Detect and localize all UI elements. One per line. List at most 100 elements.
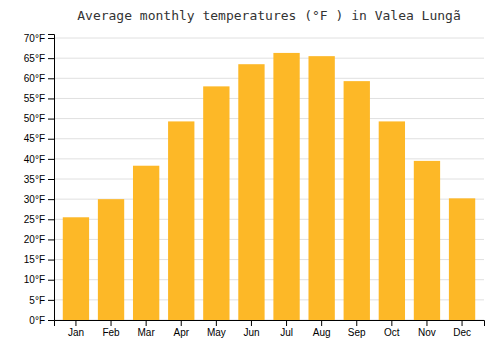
tick-mark [48, 58, 54, 59]
tick-label: 15°F [24, 254, 45, 265]
tick-mark [48, 159, 54, 160]
bar [308, 56, 334, 320]
tick-mark [321, 320, 322, 326]
tick-label: Sep [348, 327, 366, 338]
tick-mark [251, 320, 252, 326]
tick-label: 5°F [29, 295, 45, 306]
grid-line [54, 98, 484, 99]
tick-label: May [207, 327, 226, 338]
tick-label: Apr [173, 327, 189, 338]
tick-mark [48, 260, 54, 261]
tick-mark [426, 320, 427, 326]
tick-label: Dec [453, 327, 471, 338]
bar [133, 166, 159, 320]
x-tick: Jun [243, 320, 259, 338]
tick-mark [48, 199, 54, 200]
grid-line [54, 158, 484, 159]
y-axis: 0°F 5°F 10°F 15°F 20°F 25°F 30°F 35°F 40°F 45°F 50… [24, 33, 55, 326]
y-tick: 45°F [24, 133, 54, 144]
bars [63, 53, 475, 320]
bar [414, 161, 440, 320]
y-tick: 25°F [24, 214, 54, 225]
tick-label: 60°F [24, 73, 45, 84]
y-tick: 35°F [24, 174, 54, 185]
axis-line [55, 321, 485, 327]
grid [54, 38, 484, 320]
x-tick: Dec [453, 320, 471, 338]
y-tick: 50°F [24, 113, 54, 124]
y-tick: 60°F [24, 73, 54, 84]
bar [344, 81, 370, 320]
y-tick: 30°F [24, 194, 54, 205]
tick-label: 10°F [24, 274, 45, 285]
axis-line [48, 35, 55, 321]
x-tick: Mar [138, 320, 156, 338]
bar [273, 53, 299, 320]
x-tick: Jul [280, 320, 293, 338]
tick-mark [48, 239, 54, 240]
y-tick: 15°F [24, 254, 54, 265]
title: Average monthly temperatures (°F ) in Va… [77, 8, 461, 23]
tick-mark [48, 300, 54, 301]
plot: Jan Feb Mar Apr May Jun Jul Aug Sep Oct Nov Dec 0°F 5… [24, 33, 485, 338]
tick-mark [48, 38, 54, 39]
y-tick: 55°F [24, 93, 54, 104]
bar [63, 217, 89, 320]
y-tick: 40°F [24, 154, 54, 165]
x-tick: Nov [418, 320, 436, 338]
tick-mark [356, 320, 357, 326]
tick-label: 30°F [24, 194, 45, 205]
bar [449, 198, 475, 320]
tick-mark [48, 280, 54, 281]
tick-mark [286, 320, 287, 326]
tick-label: Jan [68, 327, 84, 338]
tick-mark [48, 98, 54, 99]
grid-line [54, 78, 484, 79]
bar [168, 121, 194, 320]
tick-mark [48, 119, 54, 120]
tick-label: 45°F [24, 133, 45, 144]
x-tick: May [207, 320, 226, 338]
tick-label: 70°F [24, 33, 45, 44]
tick-label: Mar [138, 327, 156, 338]
tick-label: 50°F [24, 113, 45, 124]
grid-line [54, 118, 484, 119]
x-tick: Jan [68, 320, 84, 338]
x-tick: Apr [173, 320, 189, 338]
tick-label: Feb [102, 327, 120, 338]
tick-label: Jun [243, 327, 259, 338]
bar [203, 86, 229, 320]
bar [238, 64, 264, 320]
bar [98, 199, 124, 320]
tick-label: 25°F [24, 214, 45, 225]
tick-mark [48, 219, 54, 220]
tick-label: 35°F [24, 174, 45, 185]
chart: Average monthly temperatures (°F ) in Va… [0, 0, 500, 350]
tick-mark [111, 320, 112, 326]
x-axis: Jan Feb Mar Apr May Jun Jul Aug Sep Oct Nov Dec [55, 320, 485, 338]
tick-mark [216, 320, 217, 326]
tick-mark [462, 320, 463, 326]
tick-label: Nov [418, 327, 436, 338]
grid-line [54, 58, 484, 59]
x-tick: Oct [384, 320, 400, 338]
x-tick: Sep [348, 320, 366, 338]
tick-mark [391, 320, 392, 326]
y-tick: 65°F [24, 53, 54, 64]
grid-line [54, 138, 484, 139]
x-tick: Aug [313, 320, 331, 338]
tick-label: Aug [313, 327, 331, 338]
y-tick: 0°F [29, 315, 54, 326]
tick-label: Jul [280, 327, 293, 338]
tick-label: 65°F [24, 53, 45, 64]
tick-mark [48, 179, 54, 180]
tick-label: 40°F [24, 154, 45, 165]
tick-mark [146, 320, 147, 326]
tick-mark [48, 139, 54, 140]
y-tick: 20°F [24, 234, 54, 245]
x-tick: Feb [102, 320, 120, 338]
grid-line [54, 38, 484, 39]
y-tick: 70°F [24, 33, 54, 44]
tick-label: Oct [384, 327, 400, 338]
tick-label: 20°F [24, 234, 45, 245]
